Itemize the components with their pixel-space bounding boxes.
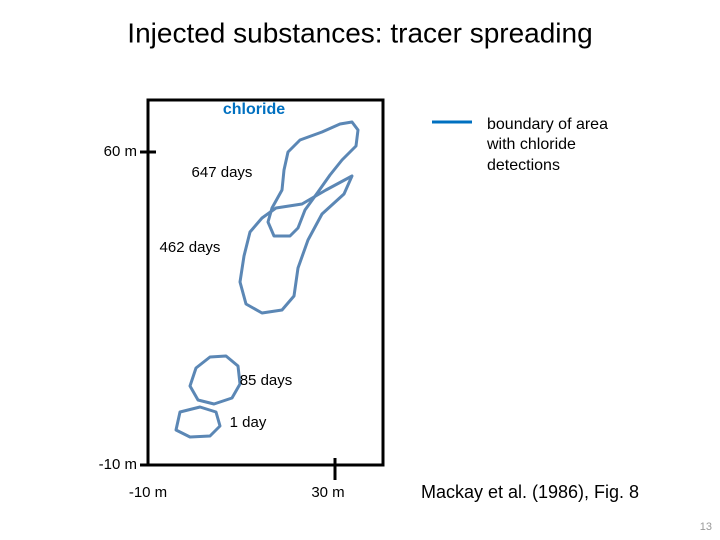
outline-label: 85 days	[240, 372, 293, 389]
panel-label: chloride	[223, 101, 285, 118]
x-label: -10 m	[129, 484, 167, 501]
legend-text: with chloride	[486, 136, 576, 153]
outline-label: 647 days	[192, 164, 253, 181]
citation: Mackay et al. (1986), Fig. 8	[421, 482, 639, 502]
plume-outline	[174, 405, 222, 439]
legend-text: boundary of area	[487, 116, 608, 133]
x-label: 30 m	[311, 484, 344, 501]
outline-label: 1 day	[230, 414, 267, 431]
slide-title: Injected substances: tracer spreading	[127, 17, 592, 48]
page-number: 13	[700, 521, 712, 533]
plume-outline	[188, 354, 242, 406]
plume-outline	[238, 174, 354, 315]
y-label: 60 m	[104, 143, 137, 160]
legend-text: detections	[487, 157, 560, 174]
outline-label: 462 days	[160, 239, 221, 256]
map-frame	[146, 98, 385, 467]
y-label: -10 m	[99, 456, 137, 473]
plume-outline	[266, 120, 360, 238]
